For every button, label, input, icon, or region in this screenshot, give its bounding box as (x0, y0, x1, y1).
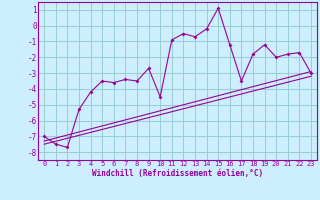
X-axis label: Windchill (Refroidissement éolien,°C): Windchill (Refroidissement éolien,°C) (92, 169, 263, 178)
